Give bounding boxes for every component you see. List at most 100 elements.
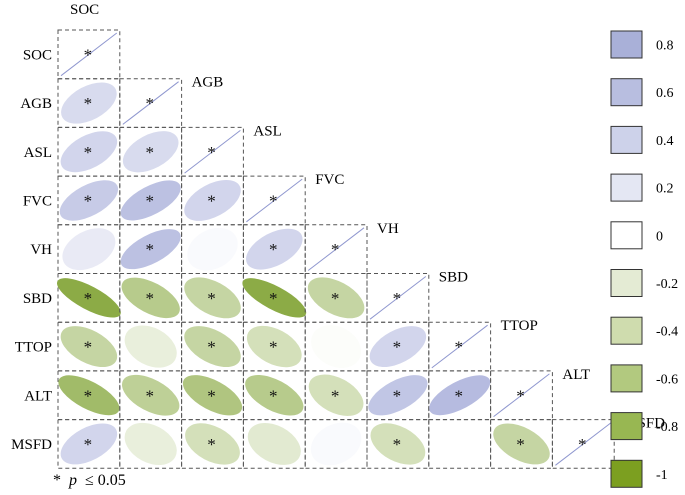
correlation-ellipse — [122, 131, 179, 173]
correlation-ellipse — [61, 82, 117, 124]
correlation-ellipse — [184, 179, 241, 221]
correlation-ellipse — [434, 422, 485, 466]
significance-star: * — [269, 240, 278, 259]
significance-star: * — [207, 191, 216, 210]
significance-star: * — [84, 94, 93, 113]
significance-star: * — [269, 386, 278, 405]
matrix-cell: * — [428, 321, 492, 372]
significance-star: * — [269, 338, 278, 357]
significance-star: * — [84, 386, 93, 405]
correlation-ellipse — [308, 374, 364, 416]
matrix-cell: * — [119, 273, 183, 323]
matrix-cell: * — [304, 370, 368, 421]
correlation-ellipse — [60, 326, 118, 368]
correlation-ellipse — [368, 375, 428, 416]
diagonal-line — [369, 276, 427, 320]
significance-star: * — [393, 338, 402, 357]
significance-star: * — [331, 289, 340, 308]
correlation-ellipse — [246, 325, 302, 368]
legend-swatch — [610, 78, 643, 107]
matrix-cell: * — [551, 419, 615, 469]
matrix-cell — [119, 321, 183, 372]
row-label-alt: ALT — [24, 388, 52, 404]
correlation-ellipse — [124, 325, 177, 368]
correlation-ellipse — [370, 423, 426, 465]
diagonal-line — [246, 178, 303, 223]
matrix-cell: * — [57, 370, 121, 421]
correlation-ellipse — [245, 375, 304, 416]
legend-label: -0.2 — [656, 277, 678, 292]
matrix-cell: * — [428, 370, 492, 421]
matrix-cell: * — [181, 273, 244, 323]
significance-star: * — [331, 240, 340, 259]
matrix-cell: * — [57, 419, 121, 469]
correlation-ellipse — [310, 422, 362, 466]
matrix-cell: * — [181, 175, 244, 226]
row-label-sbd: SBD — [23, 291, 52, 307]
matrix-cell — [119, 419, 183, 469]
column-label-alt: ALT — [562, 367, 590, 383]
correlation-ellipse — [311, 325, 362, 368]
significance-star: * — [145, 143, 154, 162]
significance-star: * — [393, 435, 402, 454]
significance-star: * — [207, 143, 216, 162]
matrix-cell: * — [366, 370, 430, 421]
matrix-cell: * — [181, 370, 244, 421]
legend-label: 0.4 — [656, 134, 674, 149]
significance-star: * — [578, 435, 587, 454]
variable-labels: SOC SOC AGB AGB ASL ASL FVC FVC VH VH SBD SBD TTOP TT… — [11, 2, 665, 453]
significance-star: * — [269, 289, 278, 308]
correlation-ellipse — [124, 422, 177, 466]
legend-label: 0.2 — [656, 182, 674, 197]
correlation-ellipse — [121, 374, 180, 416]
significance-star: * — [454, 386, 463, 405]
correlation-ellipse — [307, 277, 365, 319]
row-label-vh: VH — [30, 242, 52, 258]
correlation-ellipse — [493, 423, 550, 465]
legend-label: 0 — [656, 229, 663, 244]
significance-star: * — [145, 289, 154, 308]
significance-star: * — [516, 435, 525, 454]
diagonal-line — [431, 324, 488, 369]
matrix-cells: * * * * * * * * * * * * * * * * * * * * * * * * * * * * * * * * * * * * * — [56, 29, 615, 469]
matrix-cell: * — [242, 370, 306, 421]
legend-swatch — [610, 173, 643, 202]
column-label-vh: VH — [377, 221, 399, 237]
legend-swatch — [610, 364, 643, 393]
significance-star: * — [84, 435, 93, 454]
matrix-cell: * — [304, 224, 368, 275]
matrix-cell: * — [242, 175, 306, 226]
significance-star: * — [393, 386, 402, 405]
correlation-ellipse — [121, 277, 180, 319]
significance-star: * — [145, 240, 154, 259]
matrix-cell: * — [56, 273, 121, 323]
matrix-cell: * — [242, 224, 306, 275]
column-label-agb: AGB — [192, 75, 224, 91]
significance-star: * — [269, 191, 278, 210]
significance-star: * — [84, 143, 93, 162]
correlation-ellipse — [187, 227, 238, 271]
correlation-ellipse — [120, 180, 181, 221]
legend-label: -0.6 — [656, 372, 678, 387]
matrix-cell — [304, 419, 368, 469]
diagonal-line — [493, 373, 550, 417]
matrix-cell — [242, 419, 306, 469]
significance-star: * — [207, 435, 216, 454]
matrix-cell: * — [57, 78, 121, 128]
significance-star: * — [84, 289, 93, 308]
legend-swatch — [610, 125, 643, 154]
footnote-p-symbol: p — [68, 472, 77, 489]
significance-star: * — [331, 386, 340, 405]
legend-label: -1 — [656, 468, 668, 483]
row-label-ttop: TTOP — [15, 340, 52, 356]
column-label-fvc: FVC — [315, 172, 344, 188]
legend-swatch — [610, 221, 643, 250]
matrix-cell: * — [119, 78, 183, 128]
matrix-cell — [304, 321, 368, 372]
row-label-agb: AGB — [20, 96, 52, 112]
matrix-cell: * — [490, 370, 553, 421]
diagonal-line — [122, 81, 179, 125]
legend-label: -0.8 — [656, 420, 678, 435]
legend-swatch — [610, 316, 643, 345]
matrix-cell: * — [119, 126, 183, 177]
